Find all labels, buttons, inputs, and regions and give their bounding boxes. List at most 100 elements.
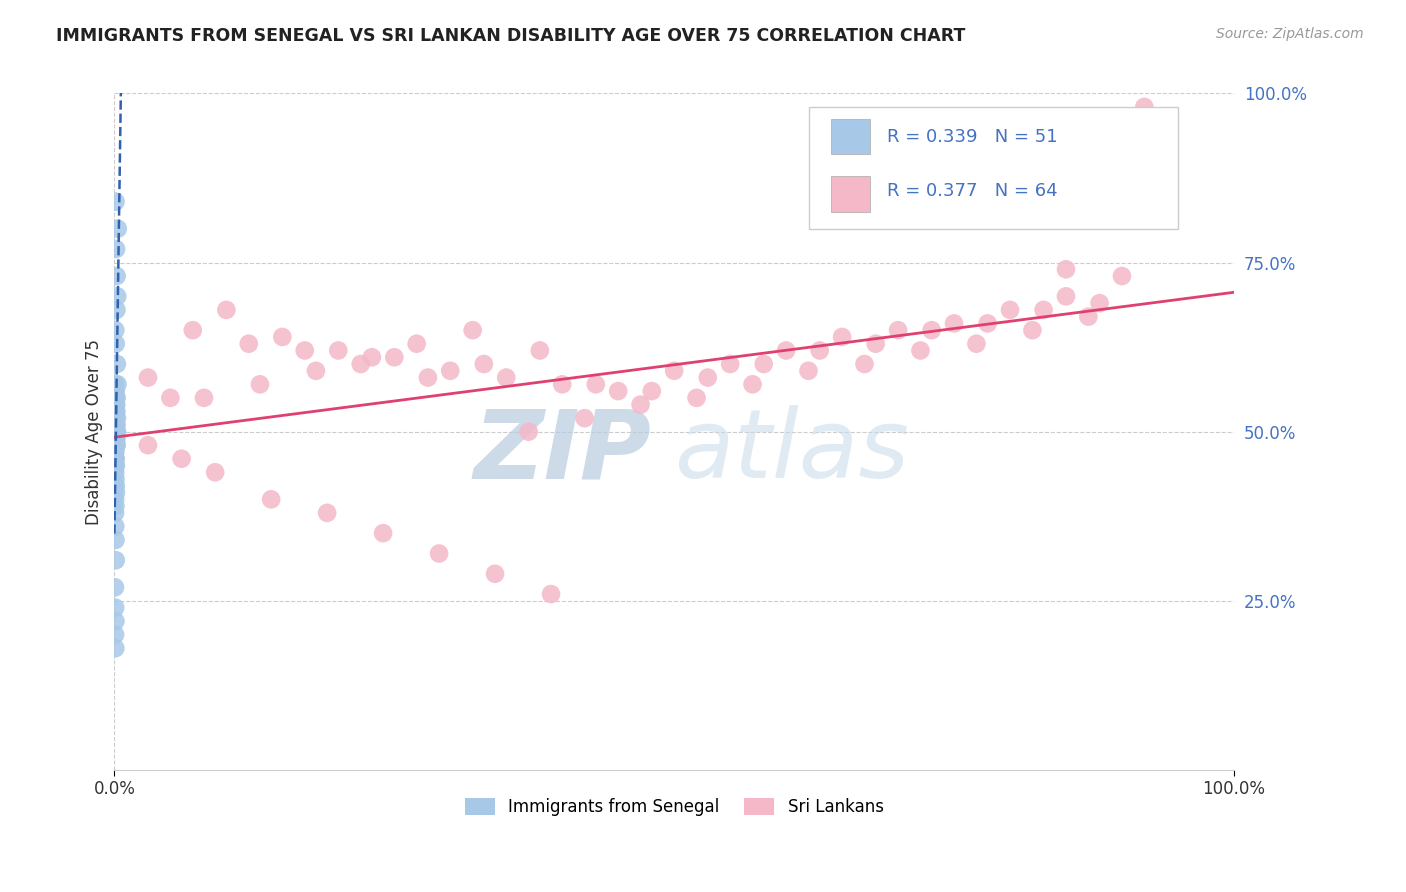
Text: IMMIGRANTS FROM SENEGAL VS SRI LANKAN DISABILITY AGE OVER 75 CORRELATION CHART: IMMIGRANTS FROM SENEGAL VS SRI LANKAN DI… xyxy=(56,27,966,45)
Point xyxy=(104,432,127,446)
Point xyxy=(105,268,128,283)
Point xyxy=(472,357,495,371)
Text: ZIP: ZIP xyxy=(474,406,652,499)
Point xyxy=(1021,323,1043,337)
Point xyxy=(181,323,204,337)
Point xyxy=(831,330,853,344)
Point xyxy=(752,357,775,371)
Point xyxy=(865,336,887,351)
Point xyxy=(1077,310,1099,324)
Point xyxy=(371,526,394,541)
FancyBboxPatch shape xyxy=(831,177,870,211)
Point xyxy=(1088,296,1111,310)
Point xyxy=(921,323,943,337)
Point xyxy=(104,479,127,493)
Point xyxy=(104,377,127,392)
Point xyxy=(215,302,238,317)
Point xyxy=(105,417,128,432)
Text: Source: ZipAtlas.com: Source: ZipAtlas.com xyxy=(1216,27,1364,41)
Point xyxy=(316,506,339,520)
Point xyxy=(741,377,763,392)
Point xyxy=(887,323,910,337)
Point xyxy=(529,343,551,358)
Point xyxy=(585,377,607,392)
Point xyxy=(104,445,127,459)
Point xyxy=(943,317,966,331)
Point xyxy=(104,417,127,432)
Point xyxy=(1111,268,1133,283)
Point xyxy=(105,404,128,418)
Point xyxy=(104,451,127,466)
Point xyxy=(328,343,350,358)
Text: R = 0.377   N = 64: R = 0.377 N = 64 xyxy=(887,183,1057,201)
Point xyxy=(998,302,1021,317)
Point xyxy=(104,425,127,439)
Point xyxy=(105,438,128,452)
Point xyxy=(910,343,932,358)
Point xyxy=(574,411,596,425)
Point xyxy=(104,485,127,500)
Point xyxy=(104,438,127,452)
Point xyxy=(641,384,664,398)
Point xyxy=(104,458,127,473)
Point xyxy=(105,242,128,256)
Point xyxy=(104,404,127,418)
Point xyxy=(193,391,215,405)
Point xyxy=(104,445,127,459)
Point xyxy=(104,628,127,642)
Point xyxy=(294,343,316,358)
Point xyxy=(104,391,127,405)
Point xyxy=(105,425,128,439)
Point xyxy=(305,364,328,378)
Point xyxy=(105,357,128,371)
Point xyxy=(105,289,128,303)
Point xyxy=(976,317,998,331)
Point xyxy=(170,451,193,466)
Point xyxy=(105,302,128,317)
Point xyxy=(104,336,127,351)
Point xyxy=(104,384,127,398)
Point xyxy=(159,391,181,405)
Point xyxy=(104,553,127,567)
Point xyxy=(136,370,159,384)
Point xyxy=(104,411,127,425)
Point xyxy=(104,600,127,615)
Point xyxy=(416,370,439,384)
Point xyxy=(361,351,384,365)
Point xyxy=(104,384,127,398)
Point xyxy=(427,546,450,560)
Point xyxy=(1133,100,1156,114)
FancyBboxPatch shape xyxy=(831,119,870,154)
Y-axis label: Disability Age Over 75: Disability Age Over 75 xyxy=(86,339,103,524)
Point xyxy=(105,411,128,425)
Point xyxy=(104,465,127,479)
Point xyxy=(607,384,630,398)
Point xyxy=(540,587,562,601)
Point xyxy=(204,465,226,479)
Point xyxy=(105,425,128,439)
Point xyxy=(104,499,127,513)
Point xyxy=(382,351,405,365)
Point xyxy=(104,519,127,533)
Point xyxy=(1054,262,1077,277)
Point xyxy=(104,451,127,466)
Point xyxy=(238,336,260,351)
Point xyxy=(718,357,741,371)
Point xyxy=(461,323,484,337)
Point xyxy=(104,398,127,412)
Point xyxy=(484,566,506,581)
Point xyxy=(808,343,831,358)
Point xyxy=(104,458,127,473)
Point xyxy=(104,506,127,520)
Point xyxy=(104,492,127,507)
Point xyxy=(853,357,876,371)
Point xyxy=(104,533,127,547)
Point xyxy=(797,364,820,378)
Point xyxy=(104,323,127,337)
Point xyxy=(405,336,427,351)
Point xyxy=(965,336,987,351)
Text: R = 0.339   N = 51: R = 0.339 N = 51 xyxy=(887,128,1057,146)
Point xyxy=(104,614,127,628)
Point xyxy=(271,330,294,344)
Point xyxy=(105,398,128,412)
